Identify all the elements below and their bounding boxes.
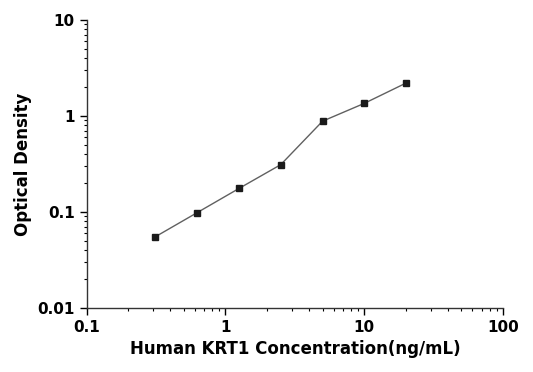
Y-axis label: Optical Density: Optical Density: [14, 92, 32, 235]
X-axis label: Human KRT1 Concentration(ng/mL): Human KRT1 Concentration(ng/mL): [130, 340, 460, 358]
